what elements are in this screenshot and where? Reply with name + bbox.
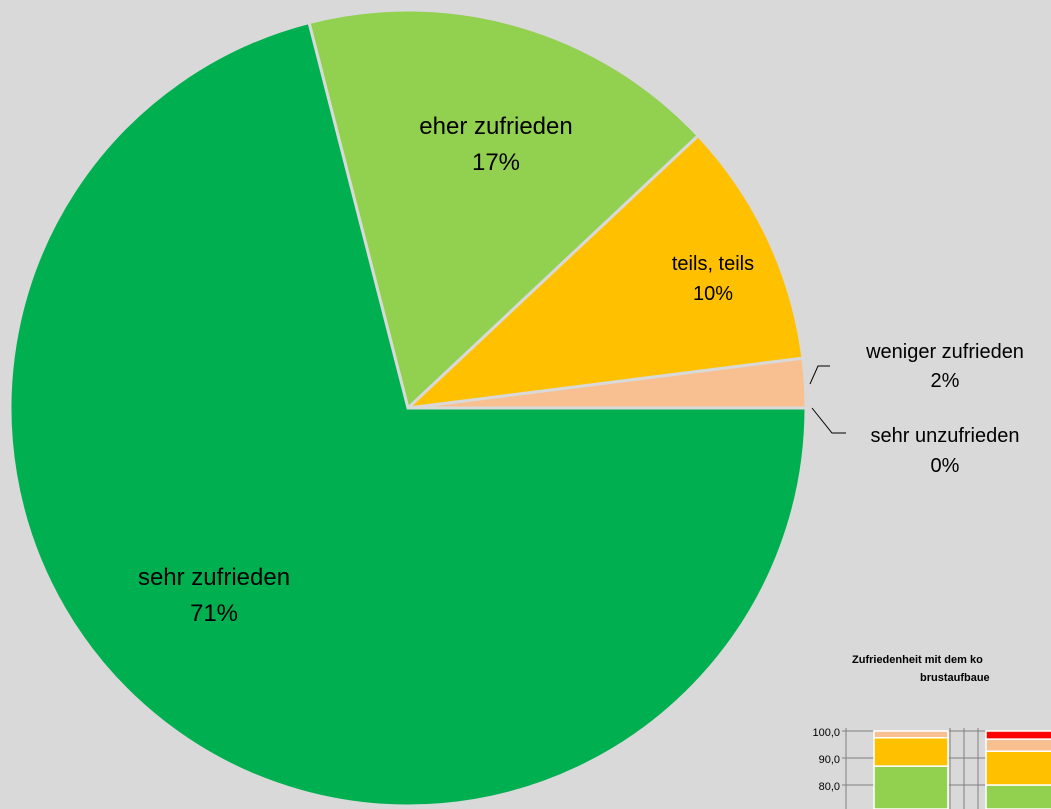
mini-y-tick-100: 100,0	[812, 727, 840, 739]
leader-line-weniger-zufrieden	[809, 365, 830, 385]
mini-bar-segment-eher-zufrieden	[985, 784, 1051, 809]
pie-slice-teils-teils	[403, 133, 805, 411]
slice-pct-sehr-unzufrieden: 0%	[931, 455, 960, 477]
slice-pct-weniger-zufrieden: 2%	[931, 370, 960, 392]
mini-bar-segment-teils-teils	[873, 737, 949, 767]
pie-slices	[8, 8, 808, 808]
mini-bar-segment-eher-zufrieden	[873, 765, 949, 809]
slice-label-weniger-zufrieden: weniger zufrieden	[865, 341, 1024, 363]
leader-lines	[809, 365, 846, 434]
pie-slice-sehr-zufrieden	[8, 20, 808, 808]
slice-pct-eher-zufrieden: 17%	[472, 149, 520, 176]
slice-pct-teils-teils: 10%	[693, 283, 733, 305]
slice-labels: sehr zufrieden 71% eher zufrieden 17% te…	[138, 113, 1024, 627]
slice-label-sehr-unzufrieden: sehr unzufrieden	[871, 425, 1020, 447]
leader-line-sehr-unzufrieden	[811, 407, 846, 434]
mini-y-tick-90: 90,0	[819, 754, 840, 766]
mini-bar-segment-weniger-zufrieden	[873, 730, 949, 739]
mini-bar-segment-teils-teils	[985, 750, 1051, 786]
mini-bars	[873, 730, 1051, 809]
slice-pct-sehr-zufrieden: 71%	[190, 600, 238, 627]
mini-bar-segment-sehr-unzufrieden	[985, 730, 1051, 740]
mini-chart-title-line2: brustaufbaue	[920, 672, 990, 684]
mini-y-ticks: 100,0 90,0 80,0	[812, 727, 840, 793]
mini-bar-segment-weniger-zufrieden	[985, 738, 1051, 752]
slice-label-eher-zufrieden: eher zufrieden	[419, 113, 572, 140]
slice-label-teils-teils: teils, teils	[672, 253, 754, 275]
pie-slice-eher-zufrieden	[307, 8, 701, 411]
mini-chart-title-line1: Zufriedenheit mit dem ko	[852, 654, 983, 666]
slice-label-sehr-zufrieden: sehr zufrieden	[138, 564, 290, 591]
mini-y-tick-80: 80,0	[819, 781, 840, 793]
mini-bar-chart: 100,0 90,0 80,0	[812, 727, 1051, 809]
mini-chart-title: Zufriedenheit mit dem ko brustaufbaue	[820, 651, 1051, 687]
